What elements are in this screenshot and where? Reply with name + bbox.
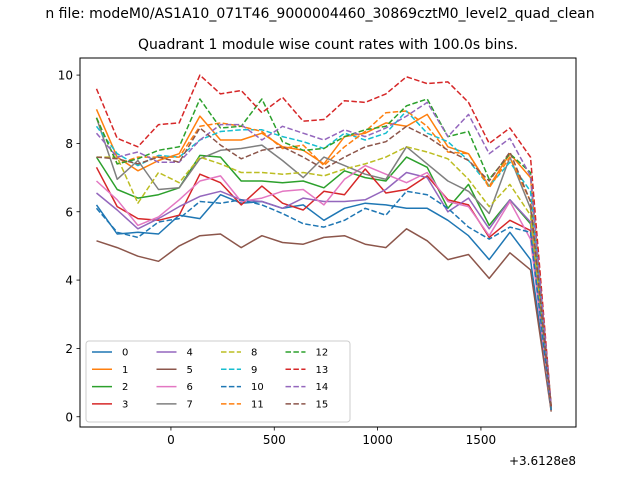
legend-label-0: 0 [122, 348, 128, 359]
x-tick-label: 0 [167, 433, 175, 447]
y-tick-label: 10 [58, 69, 73, 83]
series-line-13 [95, 74, 552, 407]
chart-title: Quadrant 1 module wise count rates with … [138, 37, 518, 53]
legend-label-4: 4 [187, 348, 193, 359]
y-tick-label: 0 [65, 410, 73, 424]
legend-label-11: 11 [251, 399, 264, 410]
legend-label-3: 3 [122, 399, 128, 410]
legend-label-12: 12 [316, 348, 329, 359]
series-line-10 [95, 190, 552, 410]
x-tick-label: 1000 [362, 433, 393, 447]
x-tick-label: 1500 [466, 433, 497, 447]
y-tick-label: 6 [65, 205, 73, 219]
legend-label-8: 8 [251, 348, 257, 359]
series-line-11 [95, 110, 552, 407]
legend-label-10: 10 [251, 382, 264, 393]
legend-label-9: 9 [251, 365, 257, 376]
legend-label-15: 15 [316, 399, 329, 410]
y-tick-label: 2 [65, 342, 73, 356]
legend-label-1: 1 [122, 365, 128, 376]
y-axis: 0 2 4 6 8 10 [58, 69, 80, 424]
series-layer [95, 74, 552, 412]
legend-label-6: 6 [187, 382, 193, 393]
x-tick-label: 500 [263, 433, 286, 447]
series-line-14 [95, 101, 552, 407]
legend-label-2: 2 [122, 382, 128, 393]
series-line-7 [95, 117, 552, 410]
series-line-4 [96, 171, 552, 410]
series-line-8 [96, 146, 552, 410]
legend-label-7: 7 [187, 399, 193, 410]
y-tick-label: 8 [65, 137, 73, 151]
x-axis: 0 500 1000 1500 [167, 427, 496, 447]
legend-label-5: 5 [187, 365, 193, 376]
y-tick-label: 4 [65, 274, 73, 288]
legend-label-13: 13 [316, 365, 329, 376]
x-axis-offset: +3.6128e8 [509, 454, 576, 468]
series-line-5 [96, 228, 552, 412]
series-line-12 [95, 98, 552, 407]
series-line-6 [95, 164, 552, 410]
chart-suptitle: n file: modeM0/AS1A10_071T46_9000004460_… [45, 6, 594, 22]
legend-box [85, 340, 351, 423]
legend-label-14: 14 [316, 382, 329, 393]
series-line-0 [95, 193, 552, 411]
